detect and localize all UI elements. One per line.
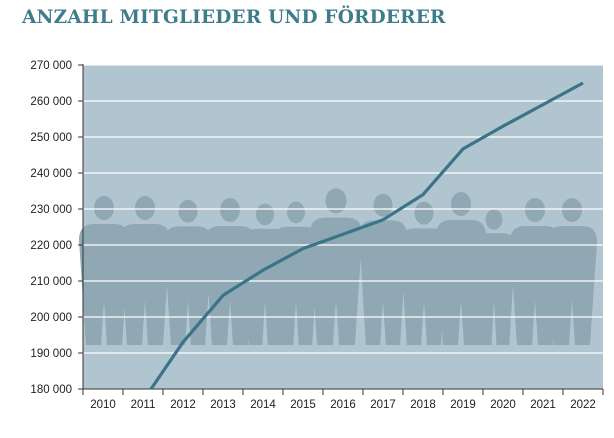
person-silhouette (273, 201, 319, 345)
silhouette-body (120, 224, 170, 345)
silhouette-head (220, 198, 240, 222)
y-tick-label: 210 000 (30, 276, 72, 288)
x-tick-label: 2014 (250, 399, 276, 411)
silhouette-head (451, 192, 471, 216)
silhouette-body (79, 224, 129, 345)
silhouette-body (510, 226, 560, 345)
y-tick-label: 270 000 (30, 60, 72, 72)
y-tick-label: 260 000 (30, 96, 72, 108)
person-silhouette (120, 196, 170, 345)
x-tick-label: 2013 (210, 399, 236, 411)
silhouette-head (94, 196, 114, 220)
x-tick-label: 2017 (370, 399, 396, 411)
silhouette-body (273, 226, 319, 345)
silhouette-head (485, 209, 503, 230)
x-tick-label: 2010 (90, 399, 116, 411)
series-layer (149, 81, 584, 390)
silhouette-head (414, 201, 434, 225)
silhouette-head (562, 198, 582, 222)
chart-title: ANZAHL MITGLIEDER UND FÖRDERER (22, 7, 446, 28)
silhouette-head (373, 193, 393, 217)
people-silhouettes-background (79, 188, 597, 345)
silhouette-head (135, 196, 155, 220)
person-silhouette (164, 199, 212, 345)
x-tick-label: 2016 (330, 399, 356, 411)
y-tick-label: 240 000 (30, 168, 72, 180)
y-tick-label: 220 000 (30, 240, 72, 252)
person-silhouette (400, 201, 448, 345)
x-axis-ticks: 2010 2011 2012 2013 2014 2015 2016 2017 2018 2019… (82, 389, 604, 411)
person-silhouette (359, 193, 407, 345)
silhouette-head (287, 201, 305, 224)
y-tick-label: 200 000 (30, 312, 72, 324)
person-silhouette (205, 198, 255, 345)
x-tick-label: 2012 (170, 399, 196, 411)
x-tick-label: 2019 (450, 399, 476, 411)
x-tick-label: 2011 (131, 399, 156, 411)
axes (82, 64, 603, 390)
silhouette-body (164, 226, 212, 345)
person-silhouette (510, 198, 560, 345)
x-tick-label: 2022 (570, 399, 596, 411)
y-tick-label: 230 000 (30, 204, 72, 216)
y-tick-label: 250 000 (30, 132, 72, 144)
person-silhouette (79, 196, 129, 345)
silhouette-body (400, 228, 448, 345)
silhouette-body (359, 220, 407, 345)
x-tick-label: 2018 (410, 399, 436, 411)
x-tick-label: 2020 (490, 399, 516, 411)
x-tick-label: 2021 (530, 399, 556, 411)
x-tick-label: 2015 (290, 399, 316, 411)
silhouette-body (547, 226, 597, 345)
silhouette-head (525, 198, 545, 222)
y-tick-label: 180 000 (30, 384, 72, 396)
silhouette-body (205, 226, 255, 345)
y-axis-ticks: 180 000 190 000 200 000 210 000 220 000 230 0… (30, 60, 83, 396)
person-silhouette (547, 198, 597, 345)
silhouette-head (256, 203, 274, 226)
gridlines (83, 64, 603, 354)
silhouette-head (325, 188, 347, 214)
silhouette-head (178, 199, 198, 223)
y-tick-label: 190 000 (30, 348, 72, 360)
series-line (149, 81, 584, 390)
